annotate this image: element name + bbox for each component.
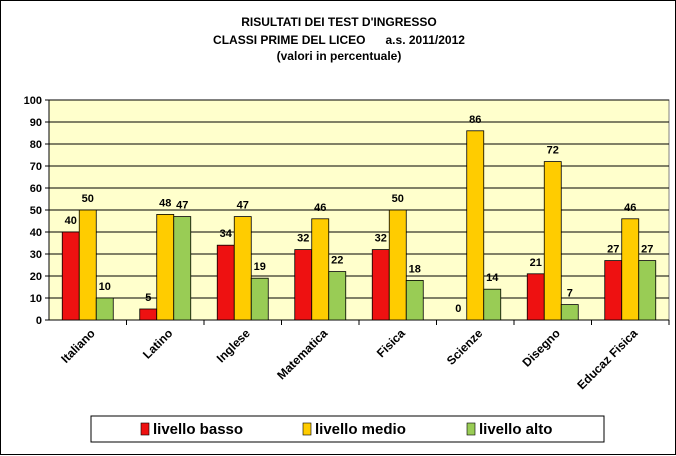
bar-livello-basso-latino	[139, 308, 158, 321]
data-label: 32	[297, 233, 309, 245]
bars	[61, 130, 657, 321]
bar-livello-alto-latino	[173, 216, 192, 321]
category-label-matematica: Matematica	[274, 326, 330, 382]
data-label: 86	[469, 114, 481, 126]
data-label: 19	[254, 261, 266, 273]
y-tick-label-90: 90	[30, 117, 42, 129]
legend-label-livello-medio: livello medio	[315, 421, 406, 438]
legend-label-livello-alto: livello alto	[479, 421, 552, 438]
bar-livello-basso-disegno	[526, 273, 545, 321]
data-label: 48	[159, 197, 171, 209]
data-label: 21	[530, 257, 542, 269]
chart-title-line-1: RISULTATI DEI TEST D'INGRESSO	[241, 15, 437, 29]
y-tick-label-70: 70	[30, 161, 42, 173]
bar-livello-medio-inglese	[233, 216, 252, 321]
data-label: 47	[237, 200, 249, 212]
y-tick-labels: 0 10 20 30 40 50 60 70 80 90 100	[24, 95, 42, 327]
data-label: 46	[314, 202, 326, 214]
data-label: 22	[331, 255, 343, 267]
data-label: 7	[567, 288, 573, 300]
y-tick-label-80: 80	[30, 139, 42, 151]
bar-livello-alto-matematica	[328, 271, 347, 321]
data-label: 34	[220, 228, 233, 240]
legend: livello basso livello medio livello alto	[90, 415, 605, 443]
data-label: 72	[547, 145, 559, 157]
data-label: 50	[82, 193, 94, 205]
bar-livello-alto-disegno	[560, 304, 579, 321]
bar-livello-alto-italiano	[95, 297, 114, 321]
bar-livello-medio-fisica	[388, 209, 407, 321]
bar-livello-basso-educaz-fisica	[604, 260, 623, 321]
category-label-italiano: Italiano	[58, 326, 98, 366]
data-label: 46	[624, 202, 636, 214]
legend-label-livello-basso: livello basso	[153, 421, 243, 438]
bar-livello-alto-educaz-fisica	[638, 260, 657, 321]
gridlines	[49, 99, 669, 299]
category-label-scienze: Scienze	[444, 326, 486, 368]
bar-livello-basso-inglese	[216, 244, 235, 321]
category-label-inglese: Inglese	[214, 326, 253, 365]
bar-livello-medio-scienze	[466, 130, 485, 321]
bar-livello-medio-matematica	[311, 218, 330, 321]
data-label: 14	[486, 272, 499, 284]
y-tick-label-40: 40	[30, 227, 42, 239]
bar-livello-alto-scienze	[483, 288, 502, 321]
chart-title-line-3: (valori in percentuale)	[277, 49, 402, 63]
bar-livello-medio-latino	[156, 213, 175, 321]
data-label: 27	[607, 244, 619, 256]
bar-livello-medio-italiano	[78, 209, 97, 321]
bar-livello-basso-matematica	[294, 249, 313, 321]
y-tick-label-50: 50	[30, 205, 42, 217]
legend-swatch-livello-basso	[140, 422, 150, 436]
legend-swatch-livello-alto	[466, 422, 476, 436]
legend-swatch-livello-medio	[302, 422, 312, 436]
y-tick-label-60: 60	[30, 183, 42, 195]
bar-livello-basso-fisica	[371, 249, 390, 321]
y-tick-label-10: 10	[30, 293, 42, 305]
legend-box	[90, 415, 605, 443]
category-label-educaz-fisica: Educaz Fisica	[574, 326, 640, 392]
bar-livello-basso-italiano	[61, 231, 80, 321]
bar-livello-alto-inglese	[250, 277, 269, 321]
y-tick-label-0: 0	[36, 315, 42, 327]
data-label: 50	[392, 193, 404, 205]
category-label-latino: Latino	[140, 326, 175, 361]
data-label: 32	[375, 233, 387, 245]
data-label: 0	[455, 303, 461, 315]
data-label: 27	[641, 244, 653, 256]
chart-title-line-2: CLASSI PRIME DEL LICEO a.s. 2011/2012	[213, 33, 465, 47]
data-label: 18	[409, 263, 421, 275]
data-label: 5	[145, 292, 151, 304]
x-category-labels: Italiano Latino Inglese Matematica Fisica Sci…	[58, 326, 640, 392]
data-label: 10	[99, 281, 111, 293]
category-label-disegno: Disegno	[519, 326, 562, 369]
chart-title: RISULTATI DEI TEST D'INGRESSO CLASSI PRIM…	[213, 15, 465, 63]
data-label: 47	[176, 200, 188, 212]
bar-livello-medio-disegno	[543, 161, 562, 321]
bar-livello-medio-educaz-fisica	[621, 218, 640, 321]
category-label-fisica: Fisica	[374, 326, 408, 360]
y-tick-label-30: 30	[30, 249, 42, 261]
bar-livello-alto-fisica	[405, 279, 424, 321]
data-label: 40	[65, 215, 77, 227]
y-tick-label-20: 20	[30, 271, 42, 283]
y-tick-label-100: 100	[24, 95, 42, 107]
